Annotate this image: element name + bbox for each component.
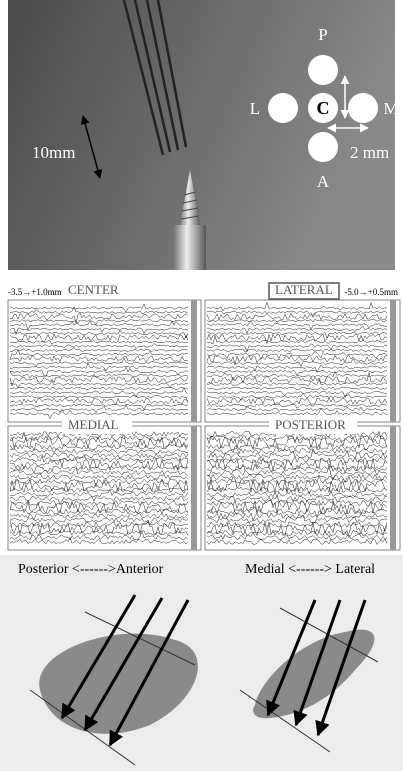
photo-panel: 10mm P L C M A 2 mm (8, 0, 399, 270)
panel-label: MEDIAL (68, 417, 119, 432)
scroll-bar (390, 426, 396, 550)
figure: 10mm P L C M A 2 mm -3.5→+1.0mm -5.0→+0.… (0, 0, 403, 771)
label-p: P (318, 25, 327, 44)
diagram-title: Posterior <------>Anterior (18, 562, 164, 577)
diagrams-panel: Posterior <------>Anterior Medial <-----… (0, 555, 403, 771)
range-label: -5.0→+0.5mm (344, 287, 398, 297)
scale-label: 10mm (32, 143, 75, 162)
scroll-bar (390, 300, 396, 422)
panel-label: LATERAL (275, 282, 333, 297)
scroll-bar (191, 426, 197, 550)
label-a: A (317, 172, 330, 191)
label-m: M (383, 99, 398, 118)
panel-label: CENTER (68, 282, 119, 297)
trace-box (8, 426, 201, 550)
label-c: C (317, 98, 330, 118)
range-label: -3.5→+1.0mm (8, 287, 62, 297)
spacing-label: 2 mm (350, 143, 389, 162)
label-l: L (250, 99, 260, 118)
scroll-bar (191, 300, 197, 422)
recordings-panel: -3.5→+1.0mm -5.0→+0.5mm CENTER LATERAL MED… (5, 280, 403, 555)
panel-label: POSTERIOR (275, 417, 346, 432)
diagram-title: Medial <------> Lateral (245, 562, 375, 577)
